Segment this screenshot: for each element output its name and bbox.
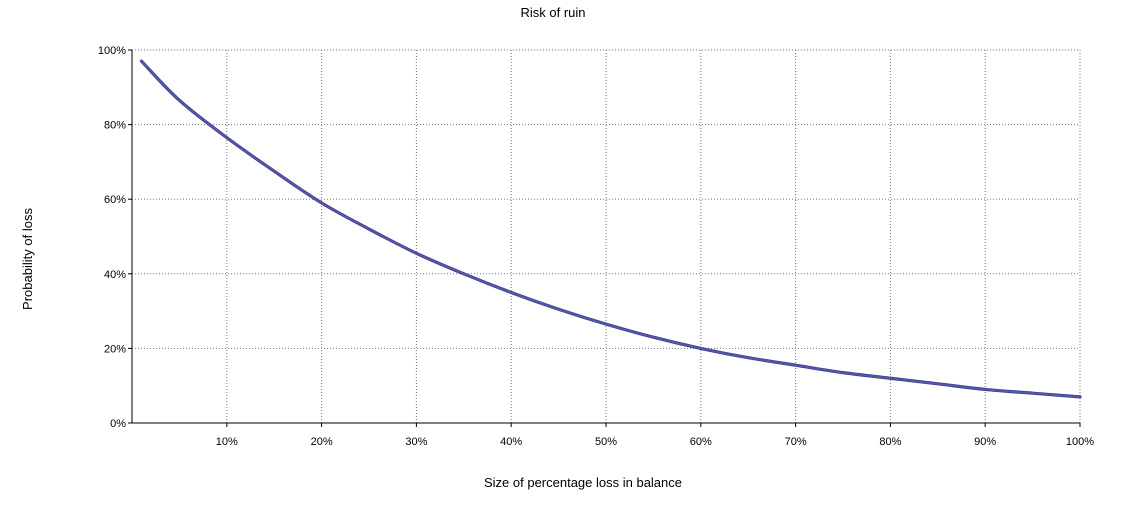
- y-tick-label-0: 0%: [110, 418, 126, 430]
- grid-lines: [132, 49, 1081, 423]
- series-line-outline-0: [139, 59, 1082, 399]
- x-tick-label-1: 20%: [311, 436, 333, 448]
- x-tick-label-4: 50%: [595, 436, 617, 448]
- x-tick-label-8: 90%: [974, 436, 996, 448]
- y-tick-label-4: 80%: [104, 120, 126, 132]
- axes: [128, 49, 1081, 427]
- x-axis-title: Size of percentage loss in balance: [484, 475, 682, 490]
- y-tick-label-2: 40%: [104, 269, 126, 281]
- chart-title: Risk of ruin: [520, 5, 585, 20]
- x-tick-label-2: 30%: [405, 436, 427, 448]
- x-tick-label-7: 80%: [879, 436, 901, 448]
- series-line-0: [140, 60, 1081, 398]
- x-tick-label-9: 100%: [1066, 436, 1094, 448]
- y-tick-label-3: 60%: [104, 194, 126, 206]
- y-axis-title: Probability of loss: [20, 208, 35, 310]
- x-tick-label-3: 40%: [500, 436, 522, 448]
- x-tick-label-5: 60%: [690, 436, 712, 448]
- x-tick-label-6: 70%: [785, 436, 807, 448]
- x-tick-label-0: 10%: [216, 436, 238, 448]
- series-layer: [139, 59, 1082, 399]
- tick-labels: 0% 20% 40% 60% 80% 100% 10% 20% 30% 40% 50% 60% 70% 8…: [98, 45, 1094, 448]
- y-tick-label-5: 100%: [98, 45, 126, 57]
- y-tick-label-1: 20%: [104, 343, 126, 355]
